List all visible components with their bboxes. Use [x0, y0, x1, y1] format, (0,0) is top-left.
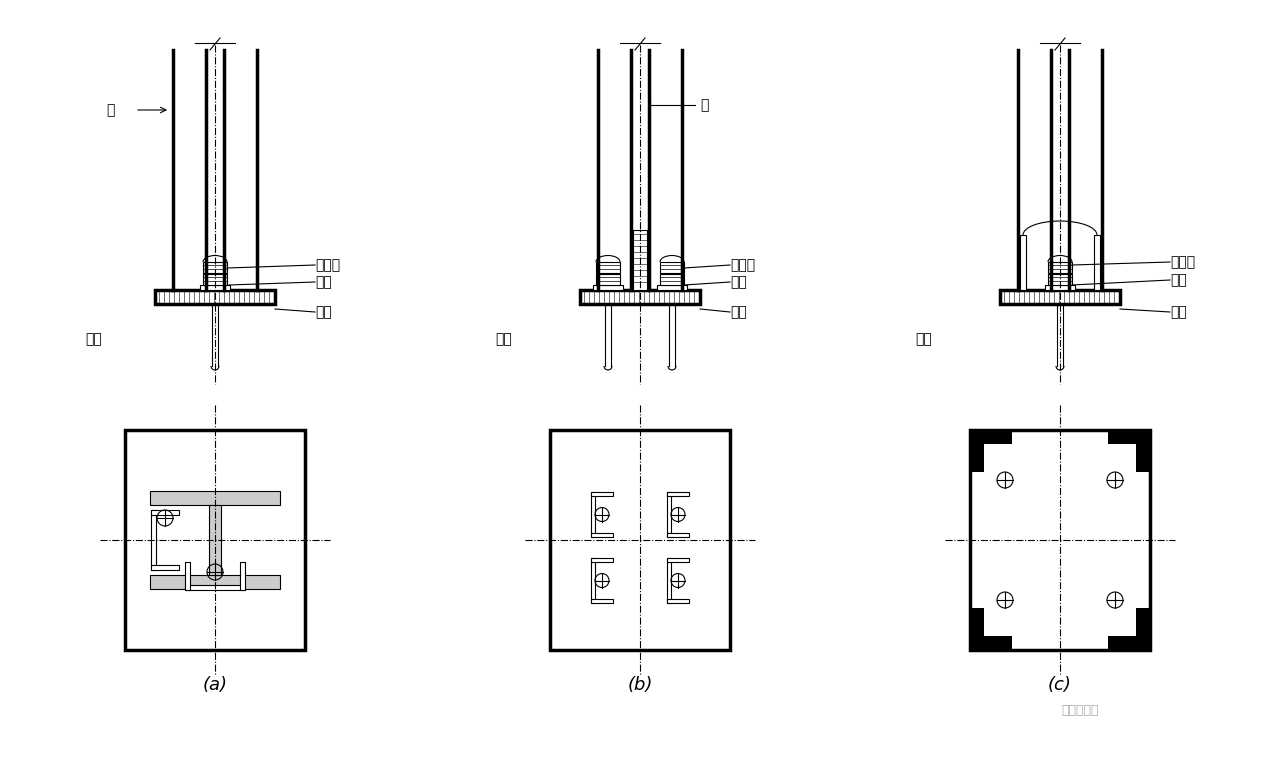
- Text: 双螺母: 双螺母: [315, 258, 340, 272]
- Bar: [596, 262, 620, 273]
- Text: 锚栓: 锚栓: [495, 332, 512, 346]
- Bar: [591, 558, 595, 603]
- Bar: [591, 492, 613, 496]
- Text: 双螺母: 双螺母: [1170, 255, 1196, 269]
- FancyBboxPatch shape: [155, 290, 275, 304]
- Text: (a): (a): [202, 676, 228, 694]
- Bar: [200, 285, 230, 290]
- Text: (c): (c): [1048, 676, 1071, 694]
- Bar: [151, 565, 179, 570]
- Bar: [591, 558, 613, 562]
- Bar: [1137, 444, 1149, 472]
- Text: 柱: 柱: [106, 103, 114, 117]
- Bar: [1048, 274, 1073, 285]
- Bar: [186, 585, 244, 590]
- Bar: [151, 510, 179, 515]
- Text: 柱: 柱: [700, 98, 708, 112]
- Bar: [1137, 608, 1149, 636]
- Bar: [591, 533, 613, 537]
- Bar: [241, 562, 244, 590]
- Bar: [970, 430, 1012, 444]
- Bar: [204, 274, 227, 285]
- Bar: [591, 599, 613, 603]
- Bar: [667, 533, 689, 537]
- Bar: [1048, 262, 1073, 273]
- Bar: [660, 274, 684, 285]
- FancyBboxPatch shape: [580, 290, 700, 304]
- Bar: [1020, 235, 1027, 290]
- Bar: [591, 492, 595, 537]
- Text: 底板: 底板: [730, 305, 746, 319]
- Bar: [550, 430, 730, 650]
- Bar: [593, 285, 623, 290]
- Text: 垫板: 垫板: [730, 275, 746, 289]
- Bar: [204, 262, 227, 273]
- Bar: [150, 575, 280, 589]
- Bar: [657, 285, 687, 290]
- Bar: [660, 262, 684, 273]
- Bar: [667, 558, 689, 562]
- Text: 锚栓: 锚栓: [915, 332, 932, 346]
- Bar: [970, 444, 984, 472]
- Bar: [150, 491, 280, 505]
- Text: 底板: 底板: [1170, 305, 1187, 319]
- Bar: [1044, 285, 1075, 290]
- Bar: [186, 562, 189, 590]
- Bar: [1108, 430, 1149, 444]
- Bar: [209, 505, 221, 575]
- Text: 钢结构设计: 钢结构设计: [1061, 703, 1098, 716]
- Bar: [151, 510, 156, 570]
- Text: 双螺母: 双螺母: [730, 258, 755, 272]
- Bar: [1108, 636, 1149, 650]
- Text: 底板: 底板: [315, 305, 332, 319]
- Bar: [667, 492, 671, 537]
- Bar: [634, 230, 646, 290]
- Bar: [596, 274, 620, 285]
- Bar: [970, 608, 984, 636]
- Bar: [667, 558, 671, 603]
- Bar: [667, 599, 689, 603]
- FancyBboxPatch shape: [1000, 290, 1120, 304]
- Bar: [667, 492, 689, 496]
- Bar: [970, 430, 1149, 650]
- Text: (b): (b): [627, 676, 653, 694]
- Bar: [125, 430, 305, 650]
- Text: 垫板: 垫板: [1170, 273, 1187, 287]
- Bar: [1094, 235, 1100, 290]
- Text: 锚栓: 锚栓: [84, 332, 101, 346]
- Text: 垫板: 垫板: [315, 275, 332, 289]
- Bar: [970, 636, 1012, 650]
